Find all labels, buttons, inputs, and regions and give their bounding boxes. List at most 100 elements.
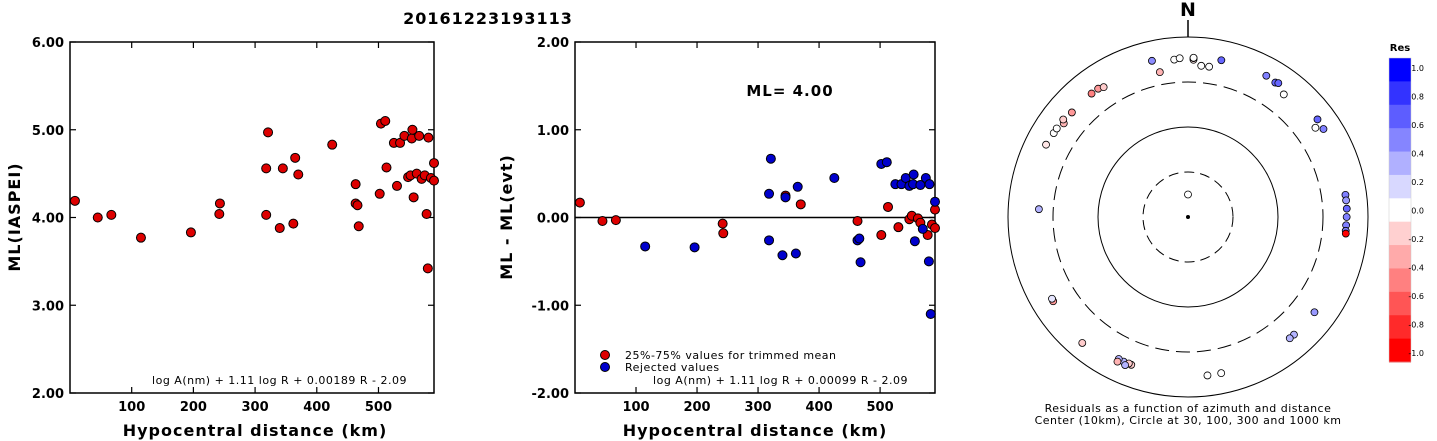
colorbar-ticks: 1.0 0.8 0.6 0.4 0.2 0.0 -0.2 -0.4 -0.6 -0.8 -1.0: [1408, 64, 1424, 358]
x-tick-label: 100: [118, 400, 145, 415]
legend-label-trimmed-mean: 25%-75% values for trimmed mean: [625, 349, 837, 362]
ml-residual-x-ticks: 100 200 300 400 500: [622, 42, 894, 415]
data-point: [909, 236, 920, 247]
ml-residual-panel: -2.00 -1.00 0.00 1.00 2.00 100 200 300 400 500 M…: [497, 36, 940, 440]
north-label: N: [1180, 0, 1196, 21]
colorbar-swatch: [1389, 221, 1411, 246]
data-point: [574, 197, 585, 208]
ml-iaspei-formula: log A(nm) + 1.11 log R + 0.00189 R - 2.0…: [152, 374, 407, 387]
ml-residual-y-axis-label: ML - ML(evt): [497, 154, 516, 280]
colorbar-tick-label: 0.4: [1411, 150, 1424, 159]
colorbar-swatch: [1389, 338, 1411, 363]
colorbar-swatch: [1389, 58, 1411, 82]
station-residual-point: [1184, 190, 1192, 199]
data-point: [407, 124, 418, 135]
ml-iaspei-x-ticks: 100 200 300 400 500: [118, 42, 392, 415]
colorbar-tick-label: 0.6: [1411, 121, 1424, 130]
data-point: [374, 188, 385, 199]
ml-iaspei-points: [69, 115, 439, 274]
x-tick-label: 200: [683, 400, 710, 415]
data-point: [263, 127, 274, 138]
station-residual-point: [1311, 123, 1320, 132]
azimuth-residual-panel: N Residuals as a function of azimuth and…: [1007, 0, 1369, 427]
data-point: [925, 309, 936, 320]
station-residual-point: [1197, 61, 1206, 70]
colorbar-swatch: [1389, 245, 1411, 269]
data-point: [876, 230, 887, 241]
range-circle-1000km: [1007, 36, 1369, 398]
data-point: [923, 256, 934, 267]
y-tick-label: 4.00: [32, 212, 64, 227]
data-point: [930, 196, 940, 207]
x-tick-label: 500: [867, 400, 894, 415]
colorbar-swatch: [1389, 151, 1411, 176]
data-point: [288, 218, 299, 229]
station-residual-point: [1155, 68, 1164, 77]
ml-residual-legend: 25%-75% values for trimmed mean Rejected…: [600, 349, 837, 374]
station-residual-point: [1217, 369, 1226, 378]
data-point: [293, 169, 304, 180]
station-residual-point: [1175, 54, 1184, 63]
data-point: [854, 233, 865, 244]
colorbar-tick-label: -1.0: [1408, 349, 1424, 358]
ml-iaspei-x-axis-label: Hypocentral distance (km): [123, 421, 388, 440]
colorbar-swatch: [1389, 291, 1411, 316]
data-point: [908, 169, 919, 180]
colorbar-swatch: [1389, 198, 1411, 223]
station-residual-point: [1034, 205, 1043, 214]
data-point: [610, 215, 621, 226]
legend-marker-trimmed-mean: [600, 350, 610, 360]
station-residual-point: [1205, 62, 1214, 71]
x-tick-label: 200: [180, 400, 207, 415]
data-point: [689, 242, 700, 253]
y-tick-label: 3.00: [32, 299, 64, 314]
data-point: [852, 216, 863, 227]
polar-caption-line2: Center (10km), Circle at 30, 100, 300 an…: [1035, 414, 1342, 427]
station-residual-point: [1285, 334, 1294, 343]
data-point: [414, 130, 425, 141]
data-point: [765, 153, 776, 164]
data-point: [185, 227, 196, 238]
data-point: [277, 163, 288, 174]
colorbar-tick-label: 1.0: [1411, 64, 1424, 73]
azimuth-residual-points: [1034, 53, 1351, 380]
station-residual-point: [1342, 204, 1351, 213]
data-point: [429, 158, 439, 169]
x-tick-label: 400: [303, 400, 330, 415]
ml-iaspei-plot-frame: [69, 41, 435, 394]
data-point: [893, 222, 904, 233]
station-residual-point: [1067, 108, 1076, 117]
data-point: [261, 163, 272, 174]
x-tick-label: 300: [242, 400, 269, 415]
ml-residual-points: [574, 153, 940, 320]
data-point: [69, 195, 80, 206]
data-point: [792, 181, 803, 192]
ml-iaspei-panel: 2.00 3.00 4.00 5.00 6.00 100 200 300 400 500 ML(…: [5, 36, 439, 440]
y-tick-label: -2.00: [532, 387, 569, 402]
station-residual-point: [1274, 79, 1283, 87]
data-point: [422, 263, 433, 274]
colorbar-tick-label: -0.8: [1408, 321, 1424, 330]
data-point: [408, 192, 419, 203]
colorbar-swatch: [1389, 128, 1411, 153]
station-residual-point: [1078, 339, 1087, 347]
data-point: [421, 208, 432, 219]
data-point: [718, 228, 729, 239]
colorbar-tick-label: -0.2: [1408, 235, 1424, 244]
x-tick-label: 400: [805, 400, 832, 415]
data-point: [764, 235, 775, 246]
ml-residual-formula: log A(nm) + 1.11 log R + 0.00099 R - 2.0…: [653, 374, 908, 387]
y-tick-label: -1.00: [532, 299, 569, 314]
data-point: [214, 198, 225, 209]
colorbar-tick-label: 0.0: [1411, 207, 1424, 216]
ml-iaspei-y-axis-label: ML(IASPEI): [5, 162, 24, 271]
polar-caption-line1: Residuals as a function of azimuth and d…: [1045, 402, 1332, 415]
colorbar-title: Res: [1390, 43, 1410, 54]
legend-marker-rejected: [600, 362, 610, 372]
y-tick-label: 2.00: [537, 36, 569, 51]
data-point: [214, 208, 225, 219]
data-point: [391, 180, 402, 191]
colorbar-swatch: [1389, 174, 1411, 199]
range-circle-300km: [1052, 81, 1324, 353]
